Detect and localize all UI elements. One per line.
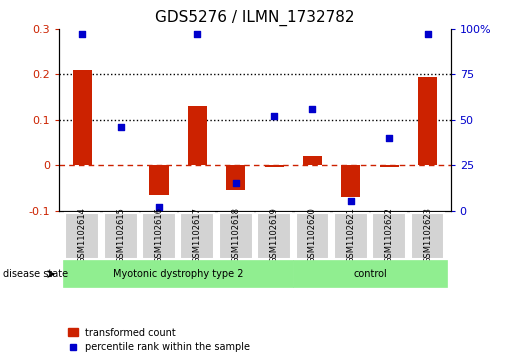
FancyBboxPatch shape xyxy=(65,213,99,258)
FancyBboxPatch shape xyxy=(219,213,253,258)
Bar xyxy=(188,106,207,165)
Text: disease state: disease state xyxy=(3,269,67,279)
Text: GSM1102620: GSM1102620 xyxy=(308,207,317,263)
Text: GSM1102622: GSM1102622 xyxy=(385,207,394,263)
FancyBboxPatch shape xyxy=(334,213,368,258)
Text: GSM1102621: GSM1102621 xyxy=(347,207,355,263)
Point xyxy=(78,32,87,37)
Text: GSM1102615: GSM1102615 xyxy=(116,207,125,263)
Bar xyxy=(341,165,360,197)
FancyBboxPatch shape xyxy=(104,213,138,258)
Text: Myotonic dystrophy type 2: Myotonic dystrophy type 2 xyxy=(113,269,244,279)
Bar xyxy=(265,165,284,167)
Bar xyxy=(418,77,437,165)
Bar xyxy=(380,165,399,167)
Title: GDS5276 / ILMN_1732782: GDS5276 / ILMN_1732782 xyxy=(155,10,355,26)
Text: GSM1102616: GSM1102616 xyxy=(154,207,163,263)
FancyBboxPatch shape xyxy=(294,260,447,287)
FancyBboxPatch shape xyxy=(372,213,406,258)
FancyBboxPatch shape xyxy=(180,213,214,258)
Text: GSM1102618: GSM1102618 xyxy=(231,207,240,263)
Point xyxy=(347,199,355,204)
FancyBboxPatch shape xyxy=(142,213,176,258)
Point xyxy=(232,180,240,186)
Point xyxy=(116,124,125,130)
Bar xyxy=(303,156,322,165)
Bar xyxy=(73,70,92,165)
FancyBboxPatch shape xyxy=(63,260,294,287)
FancyBboxPatch shape xyxy=(296,213,330,258)
Point xyxy=(423,32,432,37)
FancyBboxPatch shape xyxy=(257,213,291,258)
Text: GSM1102617: GSM1102617 xyxy=(193,207,202,263)
Point xyxy=(155,204,163,210)
FancyBboxPatch shape xyxy=(411,213,444,258)
Text: control: control xyxy=(353,269,387,279)
Text: GSM1102619: GSM1102619 xyxy=(270,207,279,263)
Point xyxy=(385,135,393,141)
Text: GSM1102614: GSM1102614 xyxy=(78,207,87,263)
Bar xyxy=(149,165,168,195)
Point xyxy=(270,113,278,119)
Point xyxy=(308,106,317,112)
Legend: transformed count, percentile rank within the sample: transformed count, percentile rank withi… xyxy=(64,324,254,356)
Bar xyxy=(226,165,245,190)
Point xyxy=(193,32,201,37)
Text: GSM1102623: GSM1102623 xyxy=(423,207,432,263)
